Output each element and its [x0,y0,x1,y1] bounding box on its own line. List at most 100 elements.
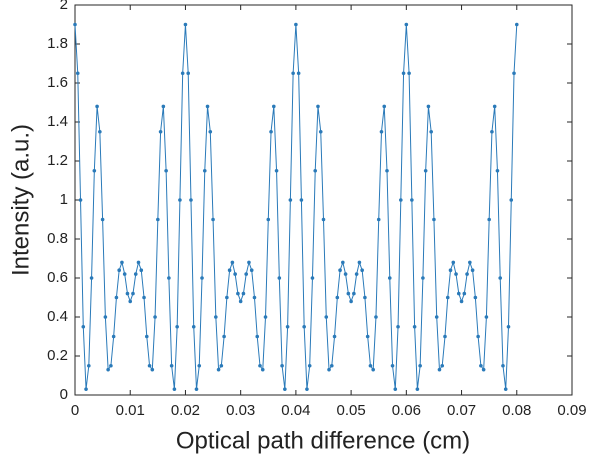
y-tick-label: 1.4 [47,113,68,130]
data-point [189,198,193,202]
data-point [332,334,337,339]
x-tick-label: 0.05 [337,402,366,419]
data-point [277,276,282,280]
x-tick-label: 0.01 [116,402,145,419]
data-point [109,363,113,368]
data-point [73,22,77,27]
data-point [501,363,505,368]
data-point [440,363,445,368]
data-point [75,71,80,76]
x-tick-label: 0 [71,402,79,419]
data-point [169,363,174,368]
x-tick-label: 0.04 [281,402,310,419]
data-point [120,260,124,265]
data-point [98,129,102,134]
data-point [175,324,179,329]
data-point [503,387,508,391]
data-point [167,276,171,280]
data-point [117,268,121,273]
data-point [374,315,378,319]
data-point [346,291,351,296]
data-point [368,363,373,368]
data-point [338,268,342,273]
x-tick-label: 0.08 [502,402,531,419]
data-point [437,367,442,372]
data-point [443,334,447,339]
y-tick-label: 1.8 [47,35,68,52]
data-point [313,168,318,173]
data-point [492,104,497,109]
data-point [399,198,403,202]
y-tick-label: 0.8 [47,230,68,247]
data-point [238,299,243,304]
data-point [429,129,433,134]
data-point [78,198,83,202]
data-point [448,268,453,273]
data-point [211,217,215,222]
x-tick-label: 0.07 [447,402,476,419]
data-point [341,260,345,265]
data-point [495,168,500,173]
data-point [454,272,458,276]
data-point [404,22,409,27]
y-tick-label: 2 [60,0,68,13]
data-point [512,71,516,76]
data-point [363,295,367,300]
data-point [274,168,279,173]
data-point [426,104,431,109]
y-tick-label: 0.2 [47,347,68,364]
data-point [456,291,461,296]
y-tick-label: 0.6 [47,269,68,286]
data-point [352,291,356,296]
data-point [180,71,185,76]
data-point [465,272,469,276]
data-point [335,295,340,300]
data-point [241,291,246,296]
data-point [230,260,235,265]
data-point [131,291,135,296]
data-point [418,363,422,368]
data-point [387,276,392,280]
data-point [114,295,119,300]
data-point [194,387,199,391]
data-point [484,315,489,319]
data-point [222,334,226,339]
data-point [142,295,146,300]
data-point [302,324,306,329]
data-point [379,129,384,134]
data-point [357,260,362,265]
data-point [327,367,331,372]
data-point [316,104,320,109]
data-point [410,198,414,202]
data-point [260,367,265,372]
data-point [396,324,400,329]
x-tick-label: 0.06 [392,402,421,419]
data-point [415,387,420,391]
data-point [266,217,271,222]
data-point [81,324,86,329]
data-point [153,315,157,319]
data-point [476,334,480,339]
data-point [385,168,389,173]
data-point [481,367,486,372]
data-point [84,387,88,391]
data-point [514,22,519,27]
data-point [133,272,138,276]
data-line [74,24,518,390]
data-point [111,334,116,339]
y-tick-label: 0 [60,386,68,403]
data-point [178,198,182,202]
data-point [393,387,398,391]
data-point [354,272,359,276]
x-tick-label: 0.03 [226,402,255,419]
data-point [509,198,514,202]
data-point [490,129,494,134]
data-point [249,268,254,273]
data-point [205,104,210,109]
data-point [247,260,251,265]
data-point [202,168,207,173]
data-point [462,291,467,296]
data-point [310,276,315,280]
data-point [136,260,141,265]
data-point [321,217,326,222]
